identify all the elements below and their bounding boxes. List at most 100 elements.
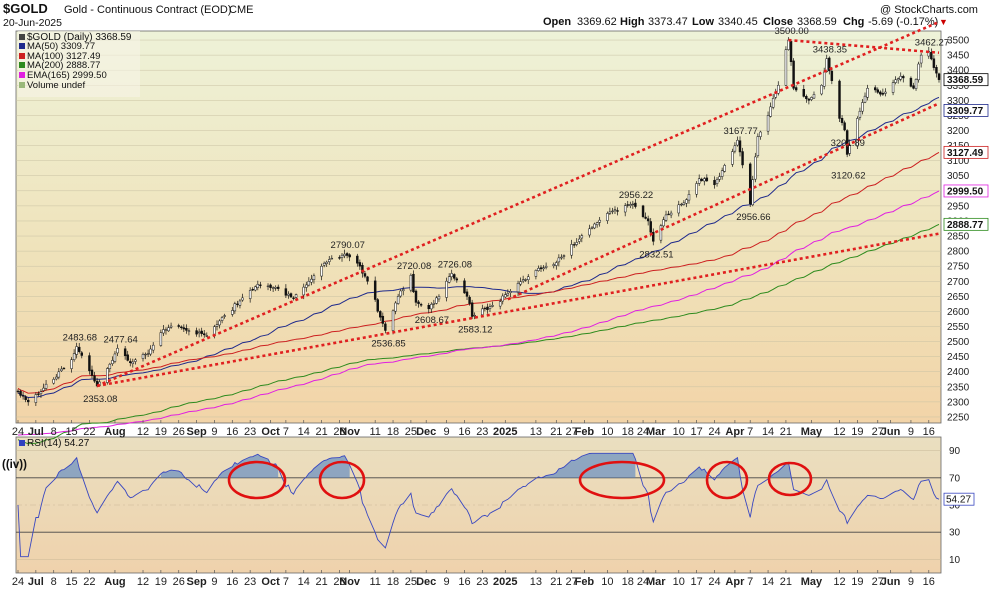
rsi-y-tick: 90 bbox=[949, 446, 961, 457]
x-tick-label: 24 bbox=[637, 426, 649, 438]
close-label: Close bbox=[763, 16, 793, 28]
x-tick-label: Oct bbox=[261, 576, 280, 588]
x-tick-label: Aug bbox=[104, 426, 125, 438]
candle-body bbox=[555, 262, 558, 266]
candle-body bbox=[506, 293, 510, 296]
candle-body bbox=[16, 390, 20, 393]
candle-body bbox=[861, 102, 864, 112]
price-y-tick: 2600 bbox=[947, 307, 970, 318]
candle-body bbox=[560, 256, 563, 259]
x-tick-label: 17 bbox=[691, 576, 703, 588]
x-tick-label: 10 bbox=[673, 576, 685, 588]
x-tick-label: Aug bbox=[104, 576, 125, 588]
candle-body bbox=[373, 280, 377, 300]
legend-ma100: MA(100) 3127.49 bbox=[27, 51, 100, 62]
candle-body bbox=[669, 212, 673, 216]
x-tick-label: 9 bbox=[211, 576, 217, 588]
candle-body bbox=[881, 92, 885, 95]
candle-body bbox=[361, 264, 364, 274]
rsi-legend: RSI(14) 54.27 bbox=[27, 438, 90, 449]
x-tick-label: 7 bbox=[283, 576, 289, 588]
candle-body bbox=[937, 73, 941, 80]
x-tick-label: 16 bbox=[458, 576, 470, 588]
candle-body bbox=[287, 293, 290, 296]
x-tick-label: Feb bbox=[575, 576, 595, 588]
candle-body bbox=[641, 205, 645, 217]
price-y-tick: 2300 bbox=[947, 397, 970, 408]
candle-body bbox=[376, 299, 379, 312]
x-tick-label: Mar bbox=[646, 576, 666, 588]
x-tick-label: Apr bbox=[725, 576, 745, 588]
candle-body bbox=[509, 291, 512, 293]
candle-body bbox=[828, 57, 831, 72]
price-panel bbox=[15, 30, 942, 424]
price-y-tick: 2650 bbox=[947, 292, 970, 303]
candle-body bbox=[366, 276, 369, 282]
candle-body bbox=[468, 296, 471, 304]
candle-body bbox=[447, 276, 451, 283]
last-value-tag bbox=[943, 184, 989, 198]
candle-body bbox=[409, 274, 413, 291]
candle-body bbox=[616, 210, 619, 212]
candle-body bbox=[646, 218, 650, 222]
candle-body bbox=[848, 144, 851, 154]
x-tick-label: 13 bbox=[530, 576, 542, 588]
candle-body bbox=[80, 352, 84, 356]
x-tick-label: 15 bbox=[65, 426, 77, 438]
candle-body bbox=[269, 284, 272, 288]
x-tick-label: 13 bbox=[530, 426, 542, 438]
candle-body bbox=[463, 280, 466, 294]
candle-body bbox=[231, 310, 234, 315]
x-tick-label: 12 bbox=[137, 576, 149, 588]
x-tick-label: Oct bbox=[261, 426, 280, 438]
x-tick-label: Apr bbox=[725, 426, 745, 438]
x-tick-label: 12 bbox=[137, 426, 149, 438]
x-tick-label: 14 bbox=[762, 426, 774, 438]
candle-body bbox=[486, 306, 489, 311]
candle-body bbox=[203, 333, 206, 336]
legend-swatch-ma100 bbox=[19, 53, 25, 59]
x-tick-label: 22 bbox=[83, 426, 95, 438]
candle-body bbox=[713, 180, 716, 186]
candle-body bbox=[899, 75, 902, 80]
candle-body bbox=[649, 221, 652, 233]
last-value-tag bbox=[943, 73, 989, 87]
candle-body bbox=[703, 178, 706, 182]
candle-body bbox=[55, 376, 58, 380]
x-tick-label: 28 bbox=[333, 576, 345, 588]
candle-body bbox=[195, 330, 198, 335]
legend-swatch-volume bbox=[19, 82, 25, 88]
candle-body bbox=[330, 257, 334, 260]
candle-body bbox=[259, 284, 262, 286]
legend-swatch-ma200 bbox=[19, 62, 25, 68]
price-label: 2353.08 bbox=[83, 394, 117, 405]
last-value-label: 3127.49 bbox=[947, 148, 984, 159]
candle-body bbox=[537, 268, 540, 271]
x-tick-label: 22 bbox=[83, 576, 95, 588]
x-tick-label: 15 bbox=[65, 576, 77, 588]
candle-body bbox=[896, 78, 900, 81]
rsi-y-tick: 50 bbox=[949, 501, 961, 512]
candle-body bbox=[557, 257, 561, 263]
x-tick-label: 28 bbox=[333, 426, 345, 438]
candle-body bbox=[70, 359, 73, 369]
candle-body bbox=[197, 331, 201, 334]
x-tick-label: 23 bbox=[244, 576, 256, 588]
candle-body bbox=[394, 302, 397, 312]
candle-body bbox=[450, 273, 453, 278]
legend-swatch-ma50 bbox=[19, 43, 25, 49]
exchange-label: CME bbox=[229, 4, 253, 16]
candle-body bbox=[580, 235, 584, 239]
candle-body bbox=[534, 270, 538, 277]
candle-body bbox=[266, 285, 270, 288]
candle-body bbox=[598, 219, 601, 223]
x-tick-label: 21 bbox=[315, 576, 327, 588]
candle-body bbox=[820, 85, 823, 95]
x-tick-label: 25 bbox=[405, 576, 417, 588]
candle-body bbox=[659, 225, 663, 241]
legend-volume: Volume undef bbox=[27, 80, 85, 91]
legend-price: $GOLD (Daily) 3368.59 bbox=[27, 32, 132, 43]
candle-body bbox=[72, 353, 76, 360]
last-value-label: 2888.77 bbox=[947, 220, 984, 231]
candle-body bbox=[644, 216, 647, 219]
